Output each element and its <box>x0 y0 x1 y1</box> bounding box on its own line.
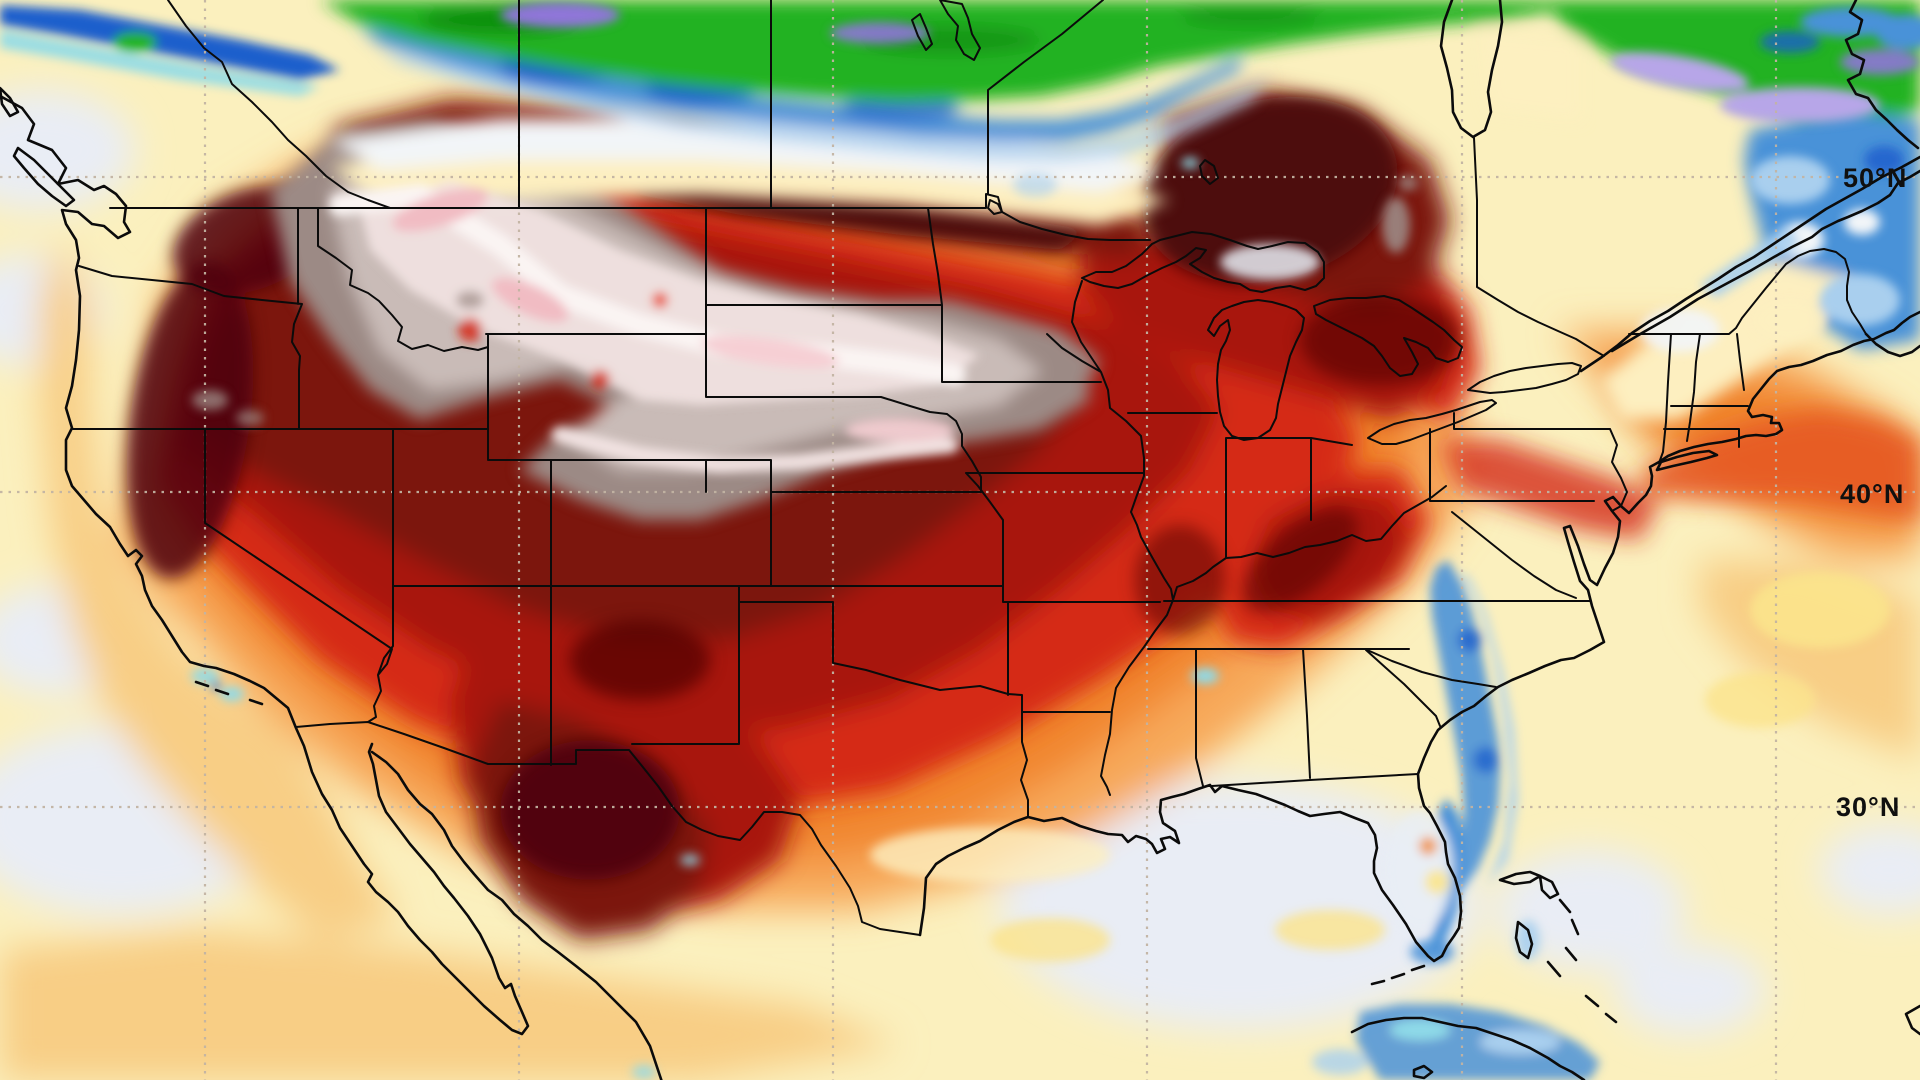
cuba-coastline <box>1350 1016 1586 1080</box>
lake-erie-outline <box>1367 399 1497 445</box>
james-bay-coastline <box>1439 0 1504 139</box>
bay-of-fundy-coastline <box>1864 332 1920 358</box>
lake-of-the-woods-outline <box>987 199 1003 215</box>
latitude-label-30n: 30°N <box>1836 792 1900 822</box>
lake-ontario-outline <box>1467 362 1582 394</box>
florida-keys <box>1370 964 1426 986</box>
mexico-gulf-of-california-coastline <box>370 750 663 1080</box>
gulf-st-lawrence-north-shore <box>1844 0 1920 150</box>
lake-nipigon-outline <box>1199 159 1219 185</box>
gulf-atlantic-coastline <box>918 310 1920 963</box>
latitude-labels: 50°N 40°N 30°N <box>1836 163 1907 822</box>
us-mexico-border <box>295 721 921 936</box>
bahamas-islands <box>1498 870 1618 1024</box>
right-edge-landmark <box>1904 1004 1920 1036</box>
latitude-label-40n: 40°N <box>1840 479 1904 509</box>
parallel-lines <box>0 175 1920 809</box>
state-borders-west <box>72 207 1004 766</box>
islands-and-keys <box>194 680 1920 1080</box>
isle-of-youth-outline <box>1412 1064 1434 1080</box>
haida-gwaii-outline <box>0 86 20 118</box>
pacific-coastline <box>0 94 530 1036</box>
lake-michigan-outline <box>1207 299 1305 441</box>
lake-winnipeg-outline <box>911 0 981 61</box>
state-borders-northeast <box>1429 333 1749 599</box>
canada-province-borders <box>167 0 1605 357</box>
state-borders-plains <box>631 207 1161 818</box>
great-lakes <box>911 0 1582 445</box>
channel-islands <box>194 680 264 706</box>
us-canada-border <box>109 193 1151 241</box>
st-lawrence-river-north-bank <box>1610 169 1920 353</box>
latitude-label-50n: 50°N <box>1843 163 1907 193</box>
st-lawrence-river-south-bank <box>1579 155 1920 373</box>
field-layer-canada-cold <box>320 0 1920 420</box>
lake-superior-outline <box>1081 231 1325 293</box>
state-borders-midwest-south <box>1046 280 1592 796</box>
vancouver-island-outline <box>12 146 76 208</box>
lake-huron-outline <box>1313 295 1463 377</box>
us-canada-border-east <box>1628 248 1867 335</box>
long-island-outline <box>1655 449 1719 472</box>
